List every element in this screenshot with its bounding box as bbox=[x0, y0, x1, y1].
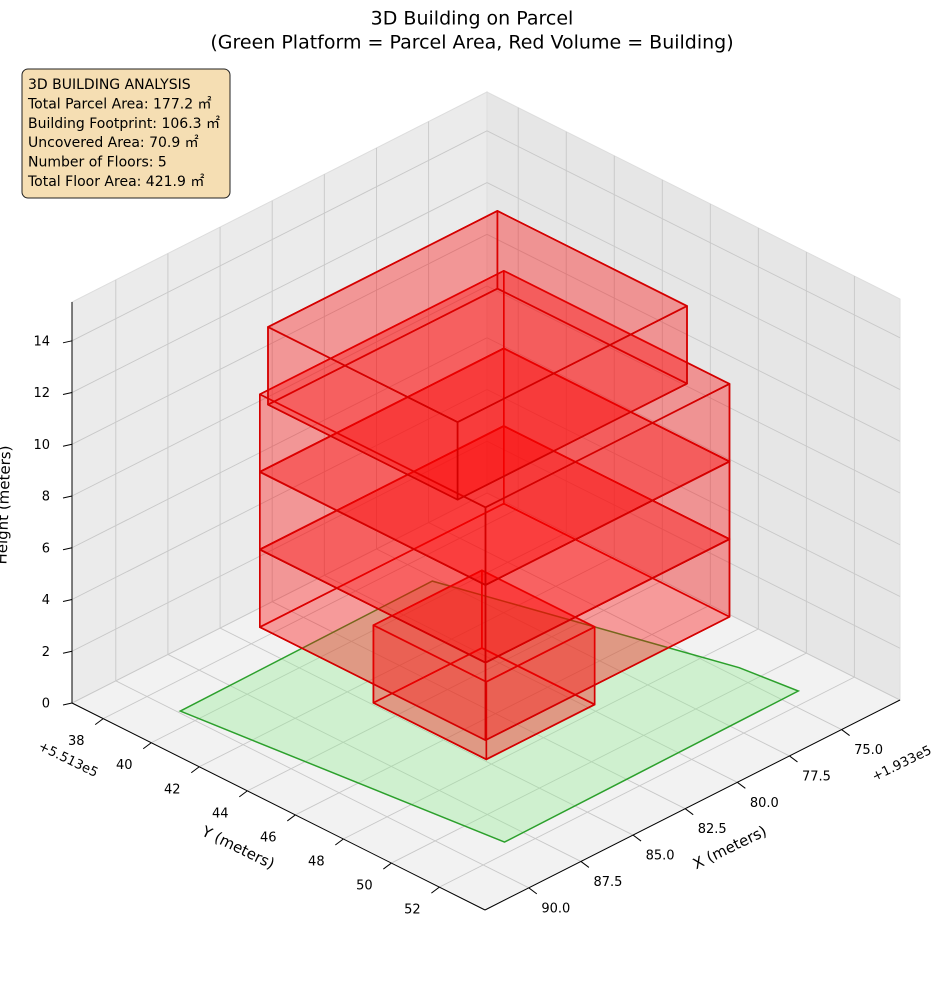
grid-line bbox=[486, 130, 901, 339]
y-tick-label: 52 bbox=[404, 903, 421, 918]
y-tick-label: 48 bbox=[308, 854, 325, 869]
z-tick-label: 14 bbox=[33, 334, 50, 349]
x-tick bbox=[684, 808, 694, 816]
z-tick bbox=[62, 547, 73, 551]
z-tick bbox=[62, 392, 73, 396]
z-tick-label: 4 bbox=[42, 593, 50, 608]
x-tick-label: 75.0 bbox=[854, 743, 883, 758]
x-tick bbox=[528, 887, 538, 895]
y-tick-label: 46 bbox=[260, 830, 277, 845]
z-tick bbox=[62, 702, 73, 706]
grid-line bbox=[428, 522, 842, 730]
y-tick bbox=[287, 814, 296, 822]
y-tick bbox=[142, 742, 152, 750]
grid-line bbox=[115, 680, 529, 889]
grid-line bbox=[247, 580, 663, 792]
x-tick bbox=[632, 834, 642, 842]
grid-line bbox=[71, 285, 488, 497]
grid-line bbox=[219, 627, 634, 836]
grid-line bbox=[71, 492, 488, 704]
x-tick bbox=[841, 729, 850, 736]
grid-line bbox=[486, 492, 901, 701]
info-line: Number of Floors: 5 bbox=[28, 155, 167, 171]
z-tick-label: 12 bbox=[33, 386, 50, 401]
z-axis-label: Height (meters) bbox=[0, 445, 15, 565]
grid-line bbox=[343, 628, 759, 840]
z-tick-label: 6 bbox=[42, 541, 50, 556]
chart-subtitle: (Green Platform = Parcel Area, Red Volum… bbox=[210, 32, 733, 54]
info-line: Total Parcel Area: 177.2 ㎡ bbox=[27, 96, 212, 112]
y-axis-line bbox=[71, 702, 486, 911]
x-tick-label: 80.0 bbox=[750, 796, 779, 811]
y-tick bbox=[383, 862, 392, 870]
grid-line bbox=[167, 654, 582, 862]
grid-line bbox=[271, 601, 686, 810]
grid-line bbox=[151, 532, 567, 744]
grid-line bbox=[71, 233, 488, 445]
z-tick-label: 10 bbox=[33, 438, 50, 453]
z-tick bbox=[62, 443, 73, 447]
grid-line bbox=[391, 652, 807, 864]
x-tick-label: 77.5 bbox=[802, 769, 831, 784]
y-tick-label: 40 bbox=[116, 758, 133, 773]
y-tick bbox=[238, 790, 248, 798]
x-tick-label: 87.5 bbox=[593, 875, 622, 890]
grid-line bbox=[486, 182, 901, 390]
floor-face bbox=[258, 269, 731, 509]
y-tick bbox=[94, 718, 104, 726]
y-tick-label: 38 bbox=[68, 734, 85, 749]
x-tick-label: 90.0 bbox=[541, 901, 570, 916]
y-tick-label: 50 bbox=[356, 879, 373, 894]
y-tick bbox=[335, 838, 344, 846]
z-tick bbox=[62, 650, 73, 654]
grid-line bbox=[71, 182, 488, 393]
grid-line bbox=[71, 337, 488, 549]
info-box: 3D BUILDING ANALYSIS Total Parcel Area: 1… bbox=[21, 68, 231, 199]
grid-line bbox=[486, 285, 901, 494]
info-line: Total Floor Area: 421.9 ㎡ bbox=[27, 174, 204, 190]
info-line: Building Footprint: 106.3 ㎡ bbox=[28, 116, 220, 132]
grid-line bbox=[486, 389, 901, 597]
x-axis-line bbox=[484, 699, 901, 911]
grid-line bbox=[71, 440, 488, 652]
grid-line bbox=[486, 233, 901, 442]
info-line: Uncovered Area: 70.9 ㎡ bbox=[28, 135, 199, 151]
z-tick bbox=[62, 599, 73, 603]
plot-area: 75.077.580.082.585.087.590.0384042444648… bbox=[33, 210, 901, 918]
parcel bbox=[178, 580, 801, 843]
grid-line bbox=[71, 389, 488, 600]
grid-line bbox=[71, 130, 488, 342]
grid-line bbox=[486, 440, 901, 649]
x-tick bbox=[580, 861, 590, 868]
info-line: 3D BUILDING ANALYSIS bbox=[28, 77, 191, 93]
z-tick-label: 0 bbox=[42, 697, 50, 712]
grid-line bbox=[103, 508, 519, 720]
y-tick bbox=[190, 766, 200, 774]
x-tick bbox=[737, 781, 746, 789]
x-tick-label: 85.0 bbox=[646, 849, 675, 864]
floor-face bbox=[267, 210, 688, 423]
z-tick bbox=[62, 495, 73, 499]
y-tick-label: 44 bbox=[212, 806, 229, 821]
x-tick-label: 82.5 bbox=[698, 822, 727, 837]
y-tick bbox=[431, 886, 440, 894]
z-tick bbox=[62, 340, 73, 344]
grid-line bbox=[439, 676, 855, 888]
y-tick-label: 42 bbox=[164, 782, 181, 797]
grid-line bbox=[199, 556, 615, 768]
chart-title: 3D Building on Parcel bbox=[371, 8, 574, 30]
x-tick bbox=[789, 755, 798, 763]
info-lines: 3D BUILDING ANALYSIS Total Parcel Area: 1… bbox=[27, 77, 220, 190]
z-tick-label: 2 bbox=[42, 645, 50, 660]
info-box-background bbox=[21, 68, 231, 199]
z-tick-label: 8 bbox=[42, 490, 50, 505]
grid-line bbox=[376, 548, 790, 757]
grid-line bbox=[324, 574, 738, 783]
